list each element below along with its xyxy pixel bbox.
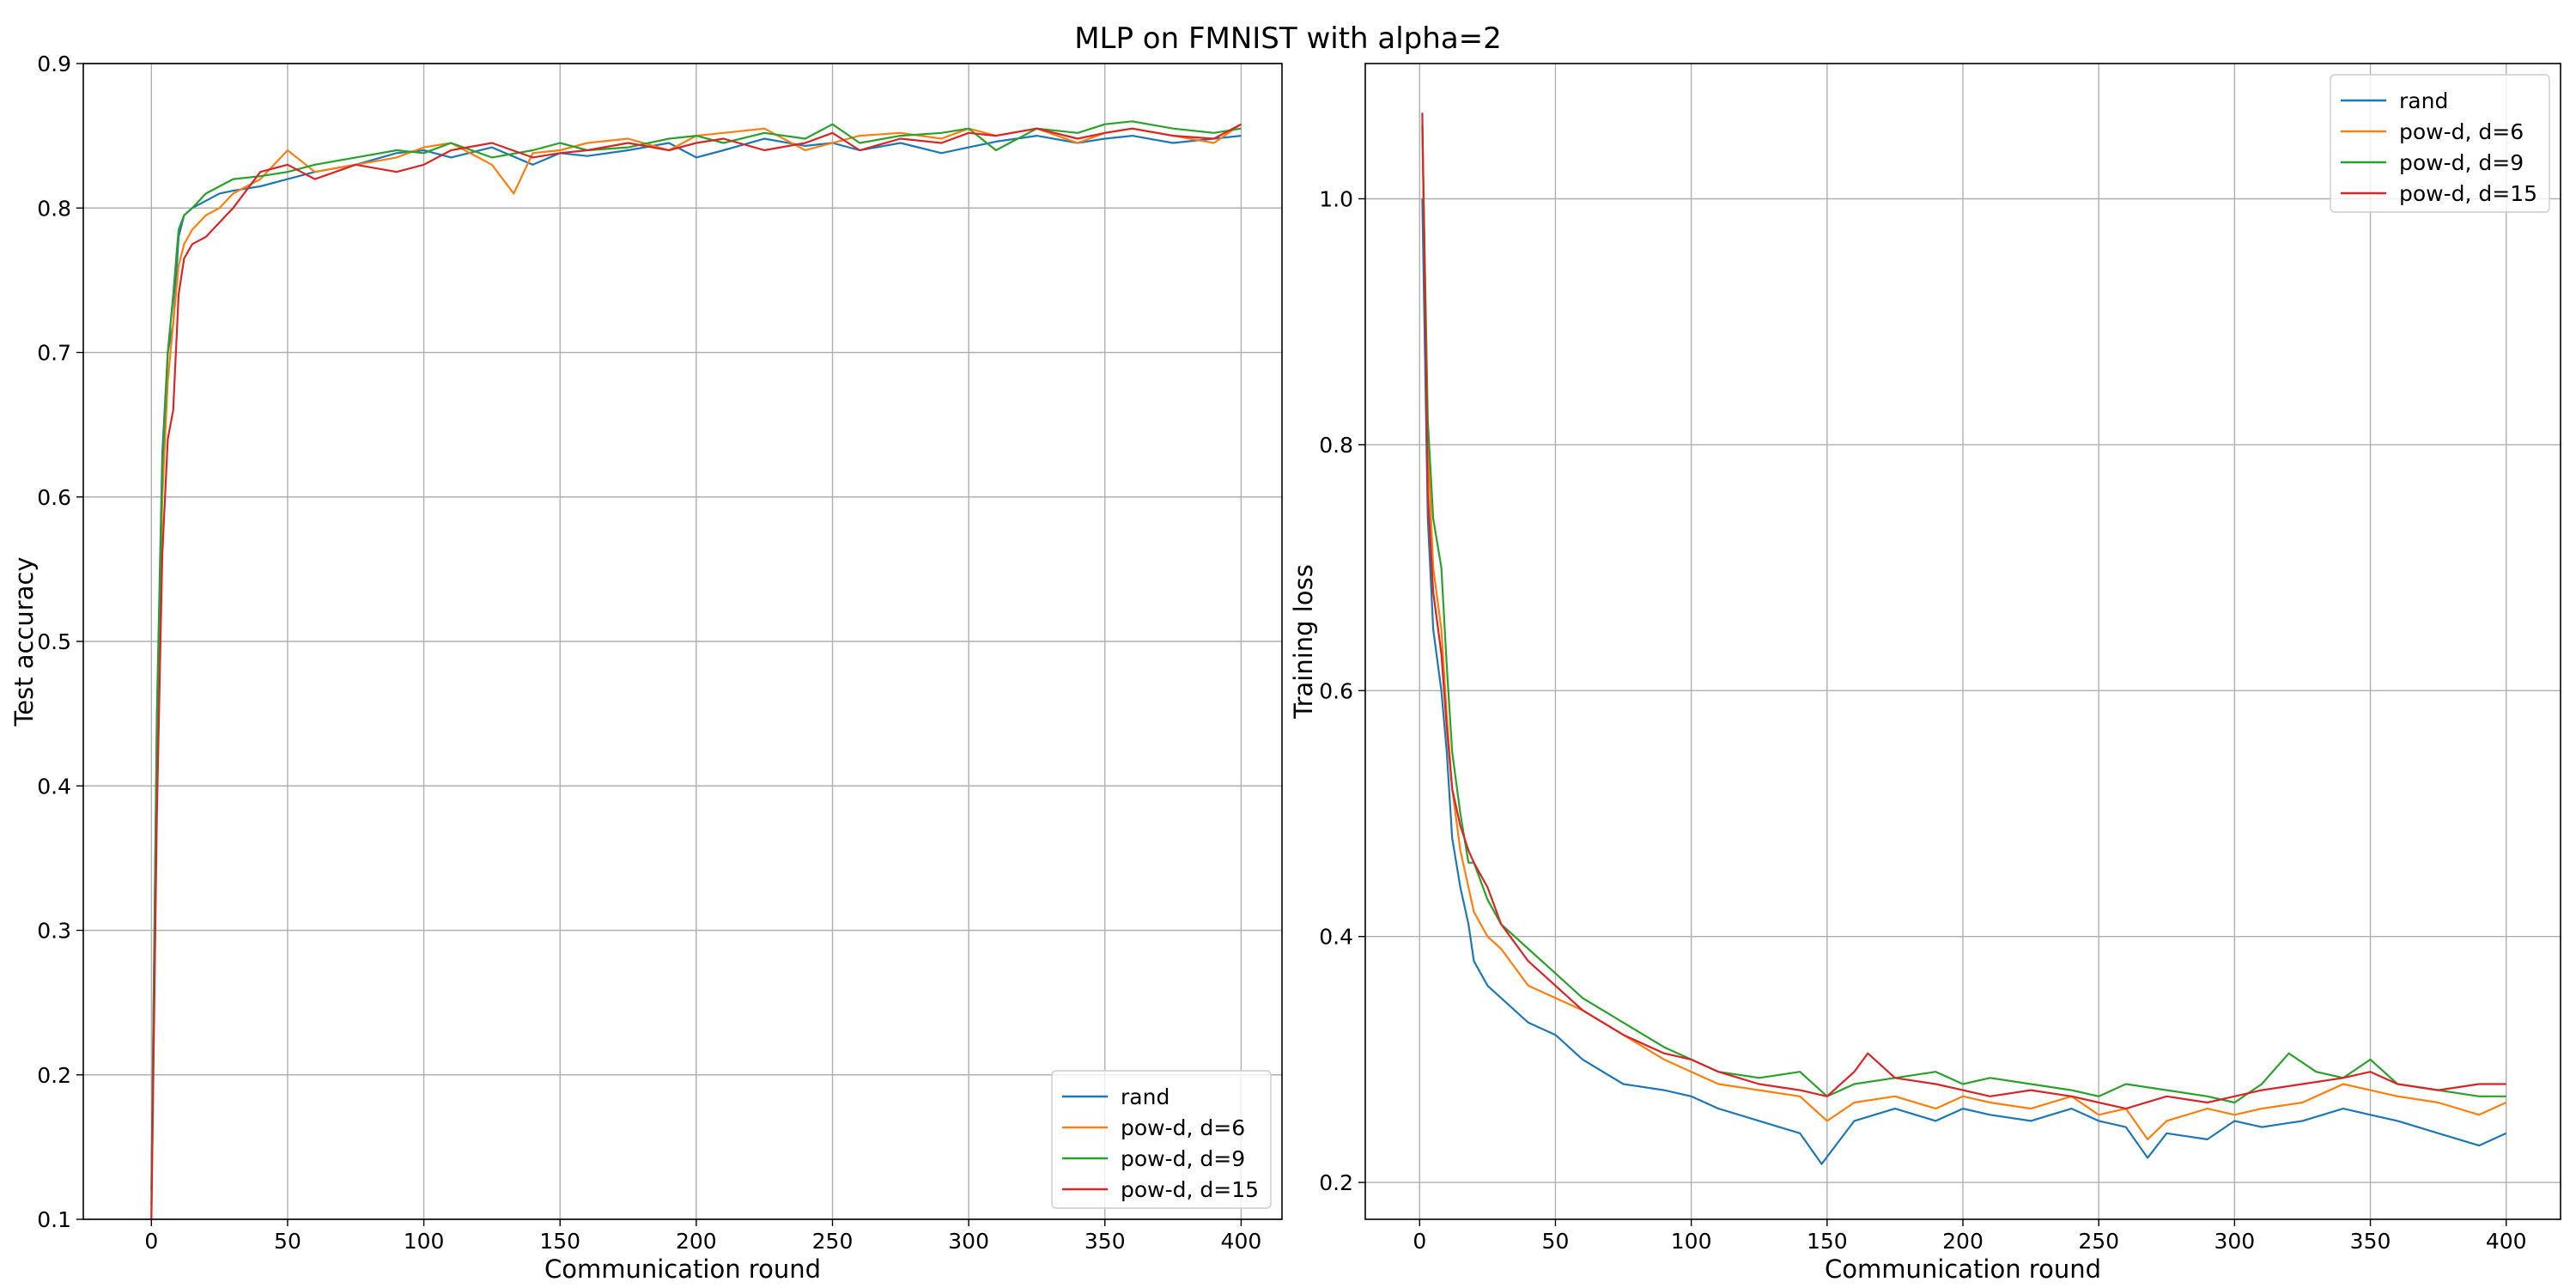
loss-x-tick-label: 150 (1807, 1229, 1848, 1254)
accuracy-x-tick-label: 300 (948, 1229, 989, 1254)
accuracy-y-tick-label: 0.7 (37, 341, 71, 366)
accuracy-panel: 0 50 100 150 200 250 300 350 400 0.1 0.2 0.3 0.4 0.5 0… (9, 52, 1283, 1284)
accuracy-x-tick-label: 200 (676, 1229, 717, 1254)
accuracy-y-tick-label: 0.8 (37, 196, 71, 221)
loss-y-tick-label: 0.2 (1319, 1170, 1353, 1195)
loss-grid (1365, 64, 2561, 1219)
accuracy-x-axis-label: Communication round (544, 1255, 821, 1284)
loss-x-tick-label: 350 (2350, 1229, 2391, 1254)
accuracy-x-tick-label: 400 (1221, 1229, 1262, 1254)
loss-legend-label: pow-d, d=15 (2399, 181, 2537, 206)
accuracy-legend-label: pow-d, d=15 (1121, 1177, 1259, 1202)
loss-x-tick-label: 400 (2486, 1229, 2527, 1254)
accuracy-grid (83, 63, 1282, 1220)
loss-legend: rand pow-d, d=6 pow-d, d=9 pow-d, d=15 (2330, 74, 2550, 213)
loss-legend-box (2330, 74, 2550, 213)
loss-y-tick-label: 1.0 (1319, 187, 1353, 212)
accuracy-series-line-3 (150, 123, 1242, 1220)
accuracy-y-tick-label: 0.3 (37, 919, 71, 944)
accuracy-x-tick-label: 0 (144, 1229, 158, 1254)
accuracy-y-tick-label: 0.5 (37, 629, 71, 654)
accuracy-legend-box (1051, 1070, 1272, 1209)
loss-y-tick-label: 0.4 (1319, 925, 1353, 950)
loss-y-tick-label: 0.6 (1319, 678, 1353, 703)
loss-legend-label: pow-d, d=6 (2399, 119, 2524, 144)
loss-x-tick-label: 250 (2078, 1229, 2119, 1254)
loss-x-tick-label: 300 (2215, 1229, 2256, 1254)
loss-series-line-3 (1421, 112, 2506, 1110)
accuracy-legend-label: rand (1121, 1084, 1170, 1109)
loss-panel: 0 50 100 150 200 250 300 350 4000.20.40.60.81.0 … (1289, 63, 2561, 1284)
accuracy-x-tick-label: 100 (404, 1229, 445, 1254)
loss-y-axis-label: Training loss (1289, 564, 1318, 720)
accuracy-y-tick-label: 0.9 (37, 52, 71, 76)
accuracy-y-tick-label: 0.6 (37, 485, 71, 510)
loss-x-tick-label: 50 (1542, 1229, 1570, 1254)
accuracy-y-axis-label: Test accuracy (9, 556, 39, 726)
accuracy-y-tick-label: 0.2 (37, 1063, 71, 1088)
accuracy-series-line-2 (150, 120, 1242, 1206)
loss-x-tick-label: 200 (1942, 1229, 1984, 1254)
accuracy-legend: rand pow-d, d=6 pow-d, d=9 pow-d, d=15 (1051, 1070, 1272, 1209)
accuracy-ticks: 0 50 100 150 200 250 300 350 400 0.1 0.2 0.3 0.4 0.5 0… (37, 52, 1261, 1254)
loss-y-tick-label: 0.8 (1319, 433, 1353, 458)
accuracy-legend-label: pow-d, d=6 (1121, 1115, 1245, 1140)
accuracy-legend-label: pow-d, d=9 (1121, 1146, 1245, 1171)
loss-x-axis-label: Communication round (1825, 1255, 2101, 1284)
accuracy-y-tick-label: 0.4 (37, 774, 71, 799)
loss-series-line-0 (1421, 198, 2507, 1165)
loss-legend-label: pow-d, d=9 (2399, 150, 2524, 175)
loss-ticks: 0 50 100 150 200 250 300 350 400 0.2 0.4 0.6 0.8 1.0 (1319, 187, 2526, 1254)
loss-series-line-2 (1421, 125, 2506, 1104)
loss-x-tick-label: 0 (1413, 1229, 1426, 1254)
figure-title: MLP on FMNIST with alpha=2 (1074, 21, 1502, 56)
accuracy-x-tick-label: 150 (539, 1229, 580, 1254)
accuracy-x-tick-label: 350 (1084, 1229, 1126, 1254)
accuracy-series (150, 120, 1242, 1220)
loss-legend-label: rand (2399, 88, 2448, 113)
accuracy-y-tick-label: 0.1 (37, 1207, 71, 1232)
accuracy-x-tick-label: 50 (274, 1229, 301, 1254)
accuracy-x-tick-label: 250 (812, 1229, 854, 1254)
loss-series (1421, 112, 2507, 1165)
loss-series-line-1 (1421, 125, 2507, 1141)
loss-x-tick-label: 100 (1671, 1229, 1712, 1254)
